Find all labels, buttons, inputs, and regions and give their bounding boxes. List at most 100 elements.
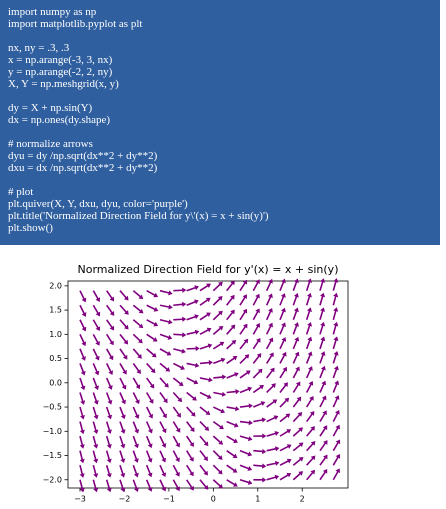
arrow: [132, 333, 143, 344]
arrow: [279, 307, 286, 321]
arrow: [92, 392, 99, 405]
y-tick-label: −1.5: [43, 451, 62, 460]
arrow: [173, 348, 186, 354]
arrow: [173, 316, 187, 322]
arrow: [79, 319, 87, 332]
arrow: [305, 278, 312, 291]
arrow: [319, 351, 326, 364]
arrow: [132, 435, 139, 449]
arrow: [159, 348, 172, 356]
arrow: [119, 464, 126, 478]
arrow: [253, 433, 267, 439]
arrow: [212, 281, 223, 292]
arrow: [279, 351, 287, 364]
chart: Normalized Direction Field for y'(x) = x…: [43, 263, 349, 504]
arrow: [146, 319, 159, 327]
arrow: [332, 468, 340, 481]
arrow: [173, 332, 187, 338]
arrow: [119, 421, 126, 434]
arrow: [79, 406, 85, 420]
arrow: [186, 391, 197, 401]
arrow: [119, 290, 129, 301]
arrow: [239, 294, 247, 306]
arrow: [105, 450, 112, 464]
arrow: [319, 365, 326, 379]
arrow: [186, 377, 199, 385]
arrow: [265, 307, 273, 321]
arrow: [79, 465, 85, 478]
arrow: [292, 307, 299, 321]
x-tick-label: −2: [119, 495, 131, 504]
arrow: [252, 353, 262, 364]
arrow: [132, 290, 144, 300]
arrow: [279, 397, 290, 408]
arrow: [119, 450, 126, 464]
arrow: [186, 285, 199, 292]
arrow: [265, 278, 273, 292]
x-tick-label: 1: [255, 495, 260, 504]
arrow: [159, 377, 169, 388]
arrow: [319, 440, 328, 452]
arrow: [239, 354, 250, 364]
arrow: [239, 338, 249, 350]
arrow: [226, 356, 238, 365]
arrow: [319, 321, 326, 335]
arrow: [305, 380, 314, 393]
arrow: [266, 430, 280, 437]
y-tick-label: 1.0: [49, 330, 62, 339]
arrow: [279, 278, 286, 291]
x-tick-label: −1: [163, 495, 175, 504]
arrow: [186, 299, 199, 306]
y-tick-label: 0.5: [49, 354, 62, 363]
arrow: [252, 337, 261, 350]
arrow: [279, 429, 292, 437]
arrow: [226, 479, 238, 487]
arrow: [186, 435, 194, 447]
arrow: [239, 464, 253, 471]
arrow: [265, 293, 273, 306]
arrow: [266, 474, 280, 481]
arrow: [92, 348, 100, 361]
arrow: [332, 453, 341, 466]
arrow: [105, 348, 114, 361]
code-paragraph: # normalize arrows dyu = dy /np.sqrt(dx**…: [8, 138, 432, 174]
arrow: [226, 294, 235, 306]
arrow: [292, 293, 299, 306]
code-line: plt.title('Normalized Direction Field fo…: [8, 210, 269, 222]
arrow: [306, 441, 316, 452]
arrow: [199, 435, 209, 447]
arrow: [105, 421, 112, 434]
arrow: [292, 278, 299, 291]
arrow: [145, 421, 153, 434]
code-paragraph: # plot plt.quiver(X, Y, dxu, dyu, color='…: [8, 186, 432, 234]
arrow: [212, 479, 223, 489]
arrow: [145, 479, 153, 492]
code-line: import matplotlib.pyplot as plt: [8, 18, 143, 30]
code-line: import numpy as np: [8, 6, 97, 18]
arrow: [279, 366, 287, 379]
arrow: [105, 392, 113, 405]
arrow: [146, 362, 156, 374]
code-line: dy = X + np.sin(Y): [8, 102, 93, 114]
arrow: [145, 464, 153, 478]
arrow: [132, 377, 141, 390]
arrow: [292, 336, 300, 350]
arrow: [292, 471, 304, 481]
arrow: [332, 321, 339, 335]
arrow: [79, 363, 86, 376]
arrow: [199, 450, 208, 461]
arrow: [92, 319, 101, 332]
arrow: [92, 304, 101, 317]
arrow: [106, 290, 115, 302]
arrow: [199, 421, 210, 431]
arrow: [199, 377, 213, 383]
arrow: [79, 333, 87, 347]
arrow: [319, 425, 328, 437]
arrow: [319, 454, 328, 466]
arrow: [199, 406, 211, 416]
arrow: [105, 377, 113, 390]
arrow: [199, 360, 213, 366]
arrow: [265, 337, 274, 350]
arrow: [145, 392, 154, 404]
